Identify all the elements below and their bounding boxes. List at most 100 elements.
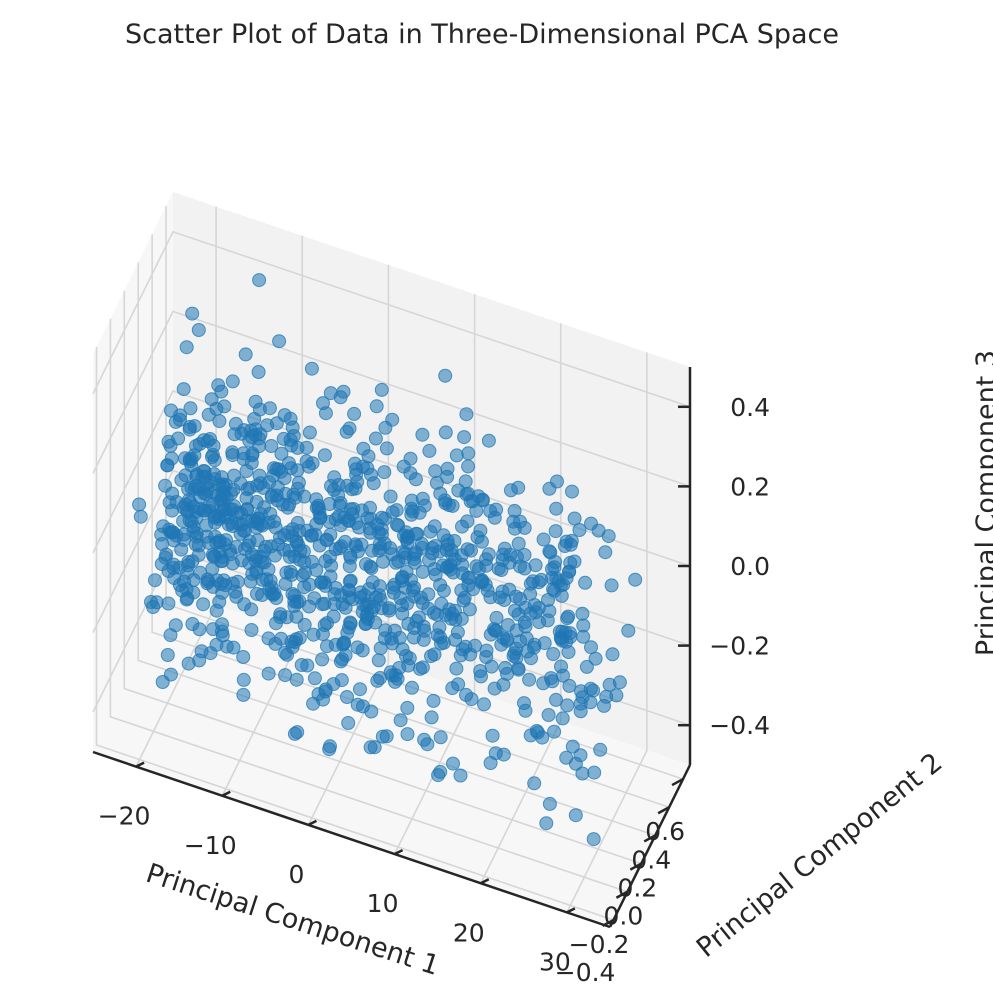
data-point xyxy=(547,560,562,575)
data-point xyxy=(438,368,453,383)
data-point xyxy=(235,553,249,568)
data-point xyxy=(560,611,575,626)
data-point xyxy=(563,630,578,644)
data-point xyxy=(560,698,575,713)
z-tick-label: 0.4 xyxy=(730,393,770,422)
axes: −20−100102030−0.4−0.20.00.20.40.6−0.4−0.… xyxy=(92,367,770,987)
data-point xyxy=(539,816,554,831)
data-point xyxy=(238,347,253,362)
data-point xyxy=(461,446,476,461)
data-point xyxy=(209,637,224,652)
data-point xyxy=(287,726,302,741)
data-point xyxy=(394,570,409,585)
data-point xyxy=(400,530,415,545)
data-point xyxy=(400,727,415,742)
data-point xyxy=(546,647,561,661)
grid-line-y xyxy=(109,318,628,893)
data-point xyxy=(318,406,333,421)
data-point xyxy=(427,519,442,534)
x-tick-label: −10 xyxy=(184,831,237,860)
data-point xyxy=(472,561,486,576)
data-point xyxy=(249,520,264,535)
data-point xyxy=(281,456,296,471)
data-point xyxy=(333,654,348,669)
y-tick-label: 0.0 xyxy=(604,902,644,931)
x-tick-label: 10 xyxy=(367,889,399,918)
data-point xyxy=(568,756,583,771)
data-point xyxy=(350,697,365,712)
y-axis-line xyxy=(608,764,692,928)
data-point xyxy=(194,644,209,659)
data-point xyxy=(304,528,319,543)
data-point xyxy=(464,692,479,707)
grid-line-y xyxy=(95,346,614,921)
data-point xyxy=(544,671,558,686)
data-point xyxy=(278,668,293,683)
grid-line-z xyxy=(92,310,691,488)
data-point xyxy=(568,808,583,823)
data-point xyxy=(132,497,147,512)
data-point xyxy=(161,434,176,449)
data-point xyxy=(543,545,558,560)
data-point xyxy=(382,601,396,616)
data-point xyxy=(317,448,332,463)
data-point xyxy=(405,680,419,695)
data-point xyxy=(362,582,377,596)
data-point xyxy=(301,459,316,474)
data-point xyxy=(191,323,206,337)
y-tick xyxy=(615,890,628,899)
data-point xyxy=(160,648,175,662)
data-point xyxy=(366,476,381,491)
data-point xyxy=(161,596,176,611)
grid-line-y xyxy=(123,290,642,865)
data-point xyxy=(347,406,362,421)
data-point xyxy=(283,564,298,579)
y-tick-label: 0.2 xyxy=(617,873,657,902)
data-point xyxy=(285,420,300,435)
data-point xyxy=(455,642,470,657)
data-point xyxy=(468,638,482,653)
data-point xyxy=(561,645,576,659)
data-point xyxy=(307,671,322,686)
data-point xyxy=(506,514,521,529)
data-point xyxy=(433,578,448,592)
data-point xyxy=(485,728,500,743)
data-point xyxy=(391,554,406,569)
data-point xyxy=(404,507,419,522)
data-point xyxy=(455,566,470,581)
data-point xyxy=(553,578,568,593)
data-point xyxy=(262,475,277,490)
data-point xyxy=(508,589,523,604)
data-point xyxy=(573,696,588,711)
y-tick-label: −0.4 xyxy=(555,958,616,987)
data-point xyxy=(206,622,220,637)
data-point xyxy=(487,510,502,525)
data-point xyxy=(605,647,620,662)
data-point xyxy=(297,617,312,632)
data-point xyxy=(278,645,292,660)
data-point xyxy=(207,549,222,564)
data-point xyxy=(261,666,276,681)
data-point xyxy=(363,740,378,755)
data-point xyxy=(264,580,279,595)
data-point xyxy=(290,595,305,610)
data-point xyxy=(307,591,322,606)
data-point xyxy=(182,420,197,434)
data-point xyxy=(519,631,534,646)
data-point xyxy=(404,493,419,508)
data-point xyxy=(236,687,251,702)
data-point xyxy=(343,550,358,565)
data-point xyxy=(244,602,259,617)
data-point xyxy=(174,542,189,557)
data-point xyxy=(245,446,260,461)
data-point xyxy=(477,697,491,712)
data-point xyxy=(299,440,314,455)
data-point xyxy=(436,528,451,543)
data-point xyxy=(438,493,452,508)
data-point xyxy=(377,465,392,480)
data-point xyxy=(548,524,563,539)
data-point xyxy=(601,529,616,544)
data-point xyxy=(524,651,538,666)
data-point xyxy=(509,550,524,564)
data-point xyxy=(451,483,466,498)
